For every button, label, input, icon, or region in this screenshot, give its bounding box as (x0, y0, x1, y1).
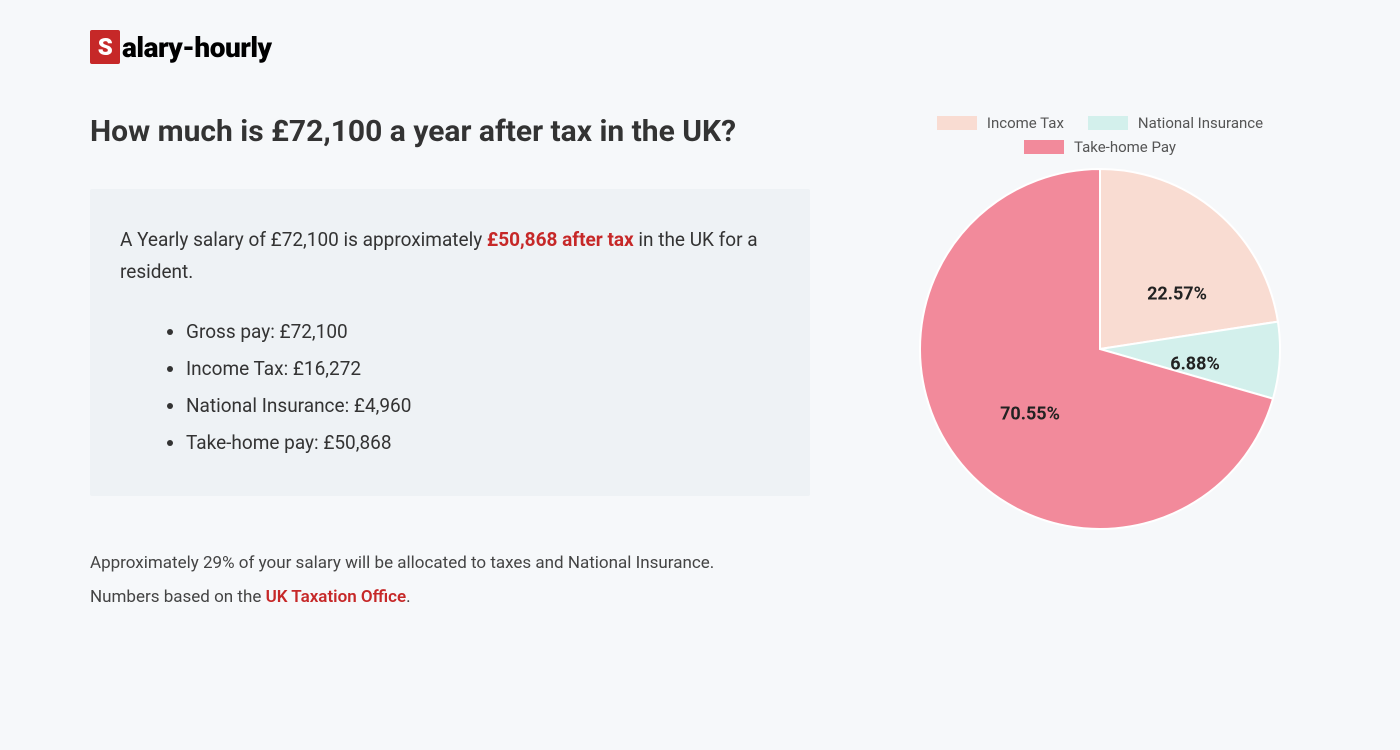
main-content: How much is £72,100 a year after tax in … (90, 114, 1310, 614)
legend-item: National Insurance (1088, 114, 1263, 132)
left-column: How much is £72,100 a year after tax in … (90, 114, 810, 614)
logo-text: alary-hourly (122, 31, 272, 64)
legend-swatch (1088, 116, 1128, 130)
pie-chart: 22.57% 6.88% 70.55% (915, 164, 1285, 534)
summary-before: A Yearly salary of £72,100 is approximat… (120, 228, 487, 251)
legend-label: Income Tax (987, 114, 1064, 132)
footnote-line2-before: Numbers based on the (90, 587, 266, 607)
legend-swatch (937, 116, 977, 130)
pie-slice-label: 22.57% (1147, 284, 1207, 305)
list-item: Gross pay: £72,100 (186, 313, 770, 350)
pie-slice-label: 6.88% (1170, 354, 1220, 375)
site-logo: Salary-hourly (90, 30, 1310, 64)
legend-label: National Insurance (1138, 114, 1263, 132)
legend-label: Take-home Pay (1074, 138, 1176, 156)
pie-slice (1100, 169, 1278, 349)
footnote: Approximately 29% of your salary will be… (90, 546, 810, 614)
footnote-line2-after: . (406, 587, 410, 607)
summary-text: A Yearly salary of £72,100 is approximat… (120, 224, 770, 289)
legend-item: Income Tax (937, 114, 1064, 132)
list-item: National Insurance: £4,960 (186, 387, 770, 424)
right-column: Income Tax National Insurance Take-home … (890, 114, 1310, 614)
legend-swatch (1024, 140, 1064, 154)
tax-office-link[interactable]: UK Taxation Office (266, 587, 407, 607)
pie-svg (915, 164, 1285, 534)
chart-legend: Income Tax National Insurance Take-home … (890, 114, 1310, 156)
summary-highlight: £50,868 after tax (487, 228, 634, 251)
list-item: Income Tax: £16,272 (186, 350, 770, 387)
page-title: How much is £72,100 a year after tax in … (90, 114, 810, 149)
footnote-line1: Approximately 29% of your salary will be… (90, 553, 714, 573)
list-item: Take-home pay: £50,868 (186, 424, 770, 461)
summary-list: Gross pay: £72,100 Income Tax: £16,272 N… (120, 313, 770, 461)
legend-item: Take-home Pay (1024, 138, 1176, 156)
summary-box: A Yearly salary of £72,100 is approximat… (90, 189, 810, 496)
logo-badge: S (90, 30, 120, 64)
pie-slice-label: 70.55% (1000, 404, 1060, 425)
